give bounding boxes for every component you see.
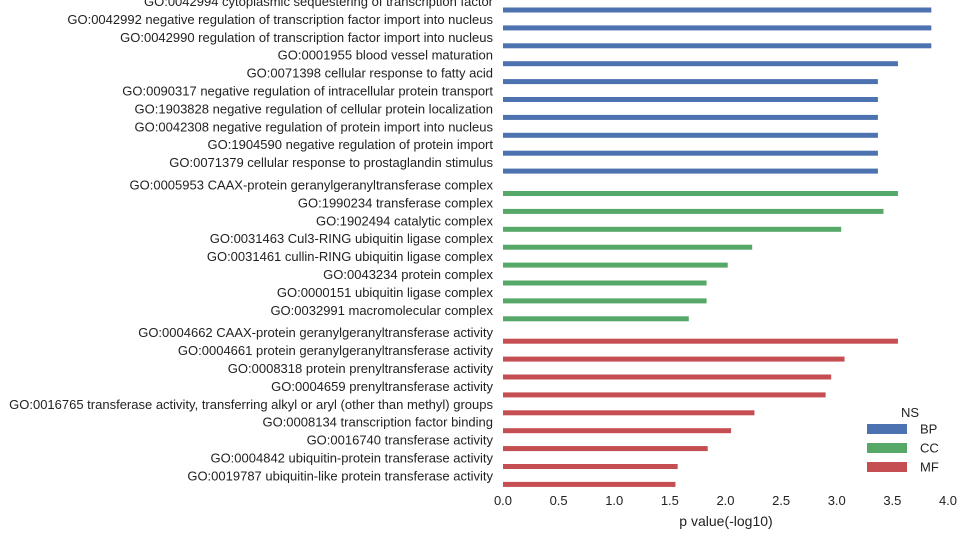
x-tick-label: 4.0 <box>939 493 957 508</box>
category-label: GO:1903828 negative regulation of cellul… <box>135 101 493 116</box>
bar-mf <box>503 446 708 452</box>
bar-cc <box>503 244 753 250</box>
category-label: GO:0000151 ubiquitin ligase complex <box>277 285 494 300</box>
category-label: GO:1990234 transferase complex <box>298 195 494 210</box>
legend: NS BP CC MF <box>867 405 939 475</box>
x-tick-label: 0.0 <box>494 493 512 508</box>
x-tick-label: 0.5 <box>550 493 568 508</box>
category-label: GO:0016765 transferase activity, transfe… <box>9 397 493 412</box>
bar-cc <box>503 208 884 214</box>
category-label: GO:0019787 ubiquitin-like protein transf… <box>187 468 493 483</box>
bar-cc <box>503 226 842 232</box>
bar-bp <box>503 168 878 174</box>
x-axis-ticks: 0.0 0.5 1.0 1.5 2.0 2.5 3.0 3.5 4.0 <box>494 493 957 508</box>
bar-bp <box>503 61 898 67</box>
x-tick-label: 3.5 <box>883 493 901 508</box>
bar-bp <box>503 7 932 13</box>
legend-swatch-mf <box>867 462 907 472</box>
bar-mf <box>503 464 678 469</box>
bar-cc <box>503 298 707 304</box>
bar-cc <box>503 316 689 322</box>
legend-title: NS <box>901 405 919 420</box>
category-label: GO:0090317 negative regulation of intrac… <box>122 84 493 99</box>
bar-mf <box>503 374 832 380</box>
category-label: GO:0071398 cellular response to fatty ac… <box>247 66 493 81</box>
legend-label-mf: MF <box>920 460 939 475</box>
category-label: GO:0043234 protein complex <box>323 267 493 282</box>
x-tick-label: 2.5 <box>772 493 790 508</box>
category-label: GO:0008134 transcription factor binding <box>262 415 493 430</box>
category-label: GO:0004662 CAAX-protein geranylgeranyltr… <box>138 325 493 340</box>
category-label: GO:0042990 regulation of transcription f… <box>120 30 493 45</box>
category-label: GO:0004842 ubiquitin-protein transferase… <box>210 451 493 466</box>
legend-swatch-cc <box>867 443 907 453</box>
x-tick-label: 2.0 <box>716 493 734 508</box>
x-axis-label: p value(-log10) <box>679 513 772 529</box>
category-label: GO:1902494 catalytic complex <box>316 213 494 228</box>
legend-label-cc: CC <box>920 441 939 456</box>
category-label: GO:0004661 protein geranylgeranyltransfe… <box>178 343 494 358</box>
category-label: GO:0008318 protein prenyltransferase act… <box>228 361 494 376</box>
category-label: GO:0031463 Cul3-RING ubiquitin ligase co… <box>210 231 494 246</box>
bar-bp <box>503 97 878 102</box>
bar-bp <box>503 132 878 138</box>
bar-cc <box>503 191 898 196</box>
bar-bp <box>503 79 878 85</box>
bar-mf <box>503 481 676 487</box>
category-label: GO:1904590 negative regulation of protei… <box>208 137 494 152</box>
category-label: GO:0042308 negative regulation of protei… <box>135 119 494 134</box>
category-label: GO:0031461 cullin-RING ubiquitin ligase … <box>207 249 494 264</box>
bar-mf <box>503 338 898 344</box>
bar-mf <box>503 392 826 398</box>
bar-cc <box>503 280 707 286</box>
bar-bp <box>503 25 932 31</box>
x-tick-label: 1.5 <box>661 493 679 508</box>
category-label: GO:0071379 cellular response to prostagl… <box>169 155 493 170</box>
x-tick-label: 1.0 <box>605 493 623 508</box>
category-label: GO:0005953 CAAX-protein geranylgeranyltr… <box>130 178 494 193</box>
x-tick-label: 3.0 <box>828 493 846 508</box>
legend-label-bp: BP <box>920 422 937 437</box>
bar-mf <box>503 410 755 416</box>
bar-mf <box>503 356 845 362</box>
category-label: GO:0042992 negative regulation of transc… <box>67 12 493 27</box>
category-label: GO:0001955 blood vessel maturation <box>278 48 493 63</box>
bars-layer <box>503 7 932 487</box>
category-label: GO:0042994 cytoplasmic sequestering of t… <box>144 0 494 9</box>
bar-cc <box>503 262 728 268</box>
bar-bp <box>503 43 932 49</box>
bar-bp <box>503 114 878 120</box>
category-label: GO:0004659 prenyltransferase activity <box>271 379 493 394</box>
category-label: GO:0016740 transferase activity <box>307 433 494 448</box>
category-label: GO:0032991 macromolecular complex <box>270 303 493 318</box>
bar-mf <box>503 428 732 434</box>
legend-swatch-bp <box>867 424 907 434</box>
bar-bp <box>503 150 878 156</box>
category-labels: GO:0042994 cytoplasmic sequestering of t… <box>9 0 494 483</box>
